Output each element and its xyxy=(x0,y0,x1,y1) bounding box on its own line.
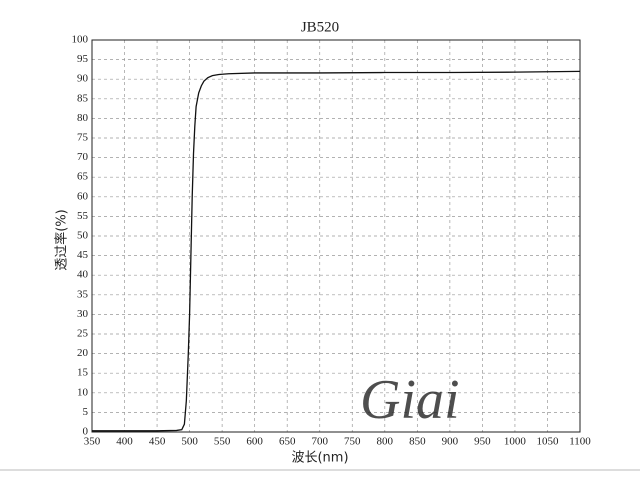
x-tick-label: 450 xyxy=(149,436,166,448)
x-tick-label: 1050 xyxy=(536,436,559,448)
y-tick-label: 100 xyxy=(72,34,89,46)
y-tick-label: 5 xyxy=(83,406,89,418)
y-axis-label: 透过率(%) xyxy=(54,209,70,271)
x-tick-label: 400 xyxy=(116,436,133,448)
y-tick-label: 85 xyxy=(77,92,89,104)
x-tick-label: 1100 xyxy=(569,436,591,448)
line-series xyxy=(92,70,581,432)
y-tick-label: 75 xyxy=(77,132,89,144)
x-tick-label: 850 xyxy=(409,436,426,448)
y-tick-label: 50 xyxy=(77,230,89,242)
plot-frame xyxy=(91,39,581,433)
y-tick-label: 70 xyxy=(77,151,89,163)
x-tick-label: 1000 xyxy=(504,436,527,448)
y-tick-label: 0 xyxy=(83,426,89,438)
y-tick-label: 10 xyxy=(77,386,89,398)
y-tick-label: 65 xyxy=(77,171,89,183)
y-tick-label: 60 xyxy=(77,190,89,202)
y-tick-label: 25 xyxy=(77,328,89,340)
x-tick-label: 800 xyxy=(377,436,394,448)
y-tick-label: 95 xyxy=(77,53,89,65)
x-tick-label: 350 xyxy=(84,436,101,448)
y-tick-label: 80 xyxy=(77,112,89,124)
x-tick-label: 700 xyxy=(311,436,328,448)
y-tick-label: 20 xyxy=(77,347,89,359)
x-tick-label: 650 xyxy=(279,436,296,448)
x-tick-label: 750 xyxy=(344,436,361,448)
y-tick-label: 30 xyxy=(77,308,89,320)
x-tick-label: 500 xyxy=(181,436,198,448)
watermark: Giai xyxy=(360,369,460,431)
x-tick-label: 550 xyxy=(214,436,231,448)
y-tick-label: 45 xyxy=(77,249,89,261)
y-tick-label: 55 xyxy=(77,210,89,222)
y-tick-label: 40 xyxy=(77,269,89,281)
chart-title: JB520 xyxy=(301,19,339,35)
x-tick-label: 600 xyxy=(246,436,263,448)
y-tick-label: 15 xyxy=(77,367,89,379)
y-tick-label: 35 xyxy=(77,288,89,300)
x-tick-label: 900 xyxy=(442,436,459,448)
y-tick-label: 90 xyxy=(77,73,89,85)
x-tick-label: 950 xyxy=(474,436,491,448)
x-axis-label: 波长(nm) xyxy=(291,451,348,466)
